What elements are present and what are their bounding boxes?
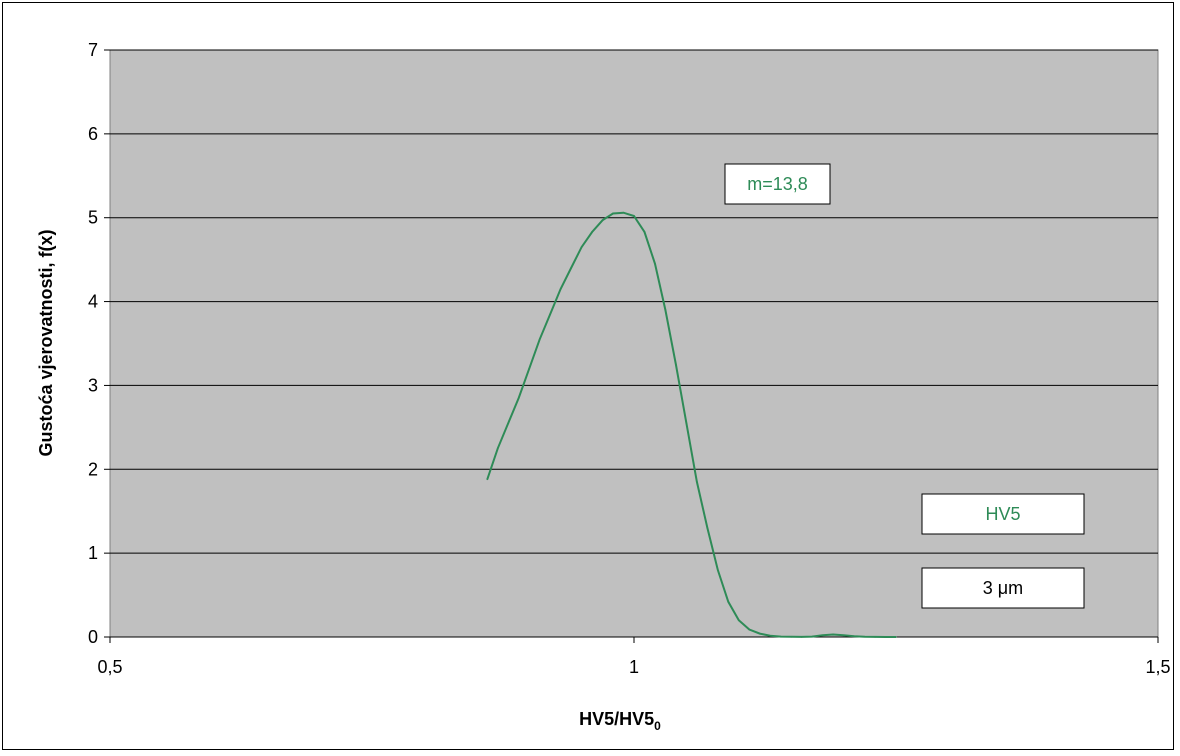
- data-point: [895, 636, 897, 638]
- data-point: [591, 231, 593, 233]
- x-axis-title: HV5/HV50: [579, 709, 661, 733]
- data-point: [570, 267, 572, 269]
- thickness-annotation-text: 3 μm: [983, 578, 1023, 598]
- data-point: [811, 635, 813, 638]
- y-tick-label: 6: [88, 124, 98, 144]
- x-tick-label: 1: [629, 657, 639, 677]
- data-point: [842, 634, 845, 637]
- data-point: [538, 338, 541, 341]
- data-point: [633, 215, 635, 217]
- modulus-annotation-text: m=13,8: [747, 174, 808, 194]
- y-tick-label: 0: [88, 627, 98, 647]
- data-point: [675, 363, 677, 366]
- data-point: [832, 633, 834, 636]
- data-point: [853, 635, 855, 637]
- data-point: [549, 313, 551, 315]
- data-point: [790, 636, 792, 638]
- y-tick-label: 3: [88, 375, 98, 395]
- data-point: [654, 263, 656, 265]
- data-point: [748, 628, 751, 631]
- data-point: [884, 636, 887, 638]
- data-point: [685, 422, 688, 424]
- series-line: [486, 211, 896, 638]
- data-point: [706, 527, 709, 529]
- data-point: [643, 231, 646, 233]
- data-point: [821, 634, 824, 637]
- x-tick-label: 1,5: [1145, 657, 1170, 677]
- y-tick-label: 5: [88, 208, 98, 228]
- data-point: [559, 288, 562, 290]
- x-axis-title-subscript: 0: [654, 719, 661, 733]
- y-tick-label: 7: [88, 40, 98, 60]
- data-point: [863, 635, 866, 638]
- data-point: [496, 447, 499, 450]
- data-point: [738, 619, 740, 622]
- x-axis-ticks: 0,5 1 1,5: [97, 636, 1171, 677]
- data-point: [528, 367, 530, 370]
- material-annotation-text: HV5: [985, 504, 1020, 524]
- data-point: [758, 632, 761, 635]
- data-point: [696, 481, 698, 483]
- data-point: [517, 397, 520, 399]
- y-tick-label: 2: [88, 459, 98, 479]
- data-point: [769, 634, 772, 637]
- data-point: [664, 309, 667, 311]
- y-tick-label: 4: [88, 292, 98, 312]
- thickness-annotation-box: 3 μm: [921, 567, 1085, 609]
- data-point: [507, 422, 510, 424]
- plot-area: [109, 49, 1159, 638]
- modulus-annotation-box: m=13,8: [724, 163, 831, 205]
- y-axis-ticks: 0 1 2 3 4 5 6 7: [88, 40, 110, 647]
- data-point: [874, 636, 876, 638]
- y-tick-label: 1: [88, 543, 98, 563]
- data-point: [486, 478, 489, 481]
- data-point: [612, 212, 614, 215]
- material-annotation-box: HV5: [921, 493, 1085, 535]
- series-points: [486, 211, 897, 638]
- data-point: [800, 636, 803, 638]
- data-point: [601, 219, 604, 222]
- data-point: [717, 569, 719, 571]
- data-point: [779, 635, 782, 638]
- y-axis-title: Gustoća vjerovatnosti, f(x): [36, 229, 56, 456]
- data-point: [622, 211, 625, 214]
- x-tick-label: 0,5: [97, 657, 122, 677]
- data-point: [727, 600, 730, 603]
- data-point: [580, 246, 583, 248]
